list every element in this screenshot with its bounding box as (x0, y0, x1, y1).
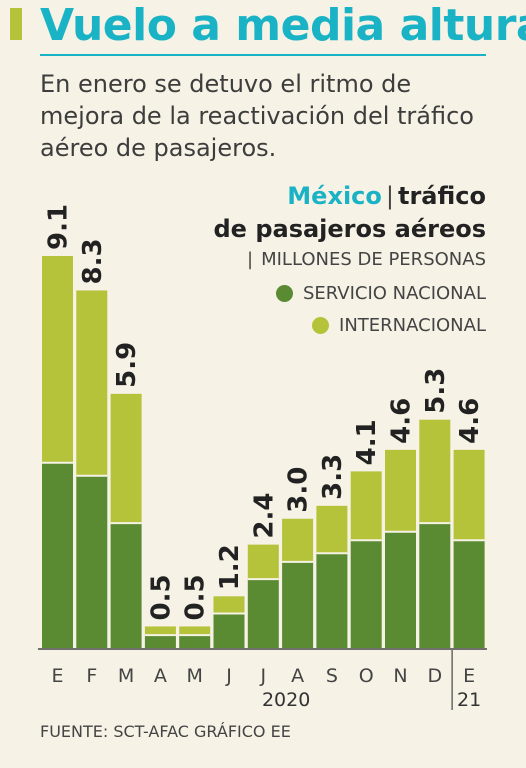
x-tick-label-0: E (51, 665, 63, 687)
x-tick-label-12: E (463, 665, 475, 687)
data-label-0: 9.1 (44, 204, 74, 250)
bar-international-1 (76, 290, 108, 476)
bar-domestic-9 (350, 540, 382, 648)
data-label-4: 0.5 (181, 574, 211, 620)
bar-domestic-0 (42, 462, 73, 648)
chart-title-line2: de pasajeros aéreos (213, 215, 487, 243)
data-label-9: 4.1 (352, 419, 382, 465)
x-tick-label-7: A (291, 665, 304, 687)
x-tick-label-11: D (427, 665, 442, 687)
x-tick-label-10: N (393, 665, 407, 687)
x-tick-label-2: M (118, 665, 134, 687)
bar-domestic-8 (316, 553, 348, 648)
bar-international-9 (350, 471, 382, 541)
bar-domestic-3 (144, 635, 176, 648)
x-tick-label-6: J (259, 665, 266, 687)
x-tick-label-9: O (359, 665, 374, 687)
x-tick-label-4: M (186, 665, 202, 687)
title-divider (40, 54, 486, 56)
bar-international-11 (419, 419, 451, 524)
data-label-2: 5.9 (112, 342, 142, 388)
bar-international-4 (179, 626, 211, 636)
bar-international-6 (247, 544, 279, 580)
data-label-8: 3.3 (318, 454, 348, 500)
legend-swatch-international (312, 317, 330, 334)
data-label-3: 0.5 (146, 574, 176, 620)
bar-domestic-11 (419, 523, 451, 648)
bar-international-0 (42, 256, 73, 463)
bar-international-5 (213, 596, 245, 614)
legend-label-international: INTERNACIONAL (339, 315, 486, 336)
legend-swatch-domestic (275, 285, 293, 302)
data-label-11: 5.3 (421, 368, 451, 414)
bar-domestic-5 (213, 613, 245, 648)
bar-international-8 (316, 505, 348, 554)
x-tick-label-1: F (86, 665, 97, 687)
bar-international-3 (144, 626, 176, 636)
data-label-5: 1.2 (215, 544, 245, 590)
x-tick-label-8: S (326, 665, 338, 687)
data-label-12: 4.6 (455, 398, 485, 444)
year-label-1: 21 (457, 689, 481, 711)
bar-domestic-4 (179, 635, 211, 648)
page-subtitle: En enero se detuvo el ritmo de mejora de… (40, 70, 474, 162)
chart-title-separator: | (385, 182, 394, 210)
x-tick-label-3: A (154, 665, 167, 687)
chart-units: | MILLONES DE PERSONAS (247, 249, 486, 270)
accent-bar (10, 8, 22, 40)
data-label-1: 8.3 (78, 238, 108, 284)
data-label-7: 3.0 (284, 467, 314, 513)
page-title: Vuelo a media altura (40, 0, 526, 51)
chart-title: México | tráfico de pasajeros aéreos (214, 180, 487, 246)
bar-domestic-7 (282, 561, 314, 648)
bar-international-7 (282, 518, 314, 562)
chart-title-line1: México | tráfico (214, 180, 486, 213)
bar-domestic-2 (110, 523, 142, 648)
legend-item-international: INTERNACIONAL (312, 315, 486, 336)
bar-domestic-10 (385, 531, 416, 648)
year-label-0: 2020 (262, 689, 310, 711)
data-label-6: 2.4 (249, 493, 279, 539)
bar-domestic-6 (247, 579, 279, 648)
legend-label-domestic: SERVICIO NACIONAL (302, 283, 486, 304)
x-tick-label-5: J (225, 665, 232, 687)
units-separator: | (247, 249, 254, 270)
bar-domestic-1 (76, 475, 108, 648)
bar-international-12 (453, 449, 485, 541)
bar-international-2 (110, 393, 142, 524)
chart-title-country: México (287, 182, 382, 210)
bar-international-10 (385, 449, 416, 532)
source-note: FUENTE: SCT-AFAC GRÁFICO EE (40, 722, 291, 741)
units-label: MILLONES DE PERSONAS (261, 249, 486, 270)
bar-domestic-12 (453, 540, 485, 648)
legend-item-domestic: SERVICIO NACIONAL (275, 283, 486, 304)
data-label-10: 4.6 (387, 398, 417, 444)
chart-title-text1: tráfico (397, 182, 486, 210)
